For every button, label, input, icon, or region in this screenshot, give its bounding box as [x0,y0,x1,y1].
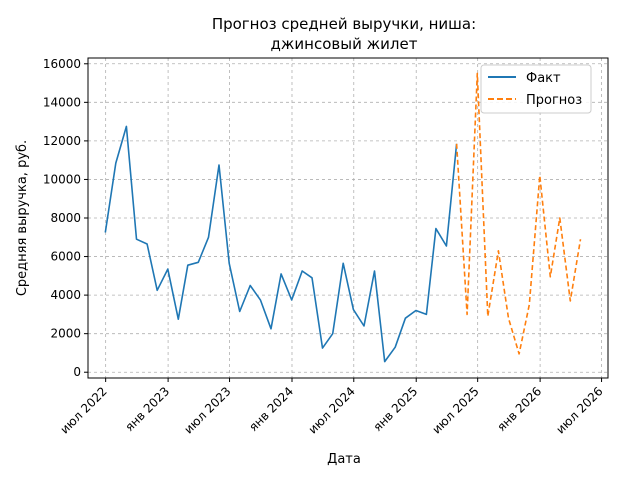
x-axis: июл 2022 янв 2023 июл 2023 янв 2024 июл 2024… [57,378,606,437]
series-line-fact [104,125,458,363]
y-tick-label: 2000 [50,327,81,341]
y-tick-label: 4000 [50,288,81,302]
x-tick-label: июл 2026 [553,384,605,436]
x-tick-label: июл 2022 [57,384,109,436]
x-tick-label: янв 2023 [122,384,172,434]
y-axis: 0 2000 4000 6000 8000 10000 12000 14000 16000 [43,57,88,379]
y-tick-label: 10000 [43,172,81,186]
legend-label-forecast: Прогноз [526,93,582,108]
x-tick-label: июл 2025 [430,384,482,436]
y-tick-label: 8000 [50,211,81,225]
legend: Факт Прогноз [480,64,592,114]
y-tick-label: 16000 [43,57,81,71]
x-axis-label: Дата [327,452,361,467]
chart-title-line-1: Прогноз средней выручки, ниша: [212,15,476,33]
x-tick-label: янв 2026 [494,384,544,434]
series-layer [104,72,582,363]
x-tick-label: янв 2025 [370,384,420,434]
y-tick-label: 6000 [50,250,81,264]
y-tick-label: 14000 [43,95,81,109]
x-tick-label: янв 2024 [246,384,296,434]
y-axis-label: Средняя выручка, руб. [15,140,30,296]
legend-label-fact: Факт [526,71,561,86]
x-tick-label: июл 2023 [181,384,233,436]
y-tick-label: 12000 [43,134,81,148]
y-tick-label: 0 [73,365,81,379]
chart-title-line-2: джинсовый жилет [271,35,418,53]
grid [88,58,608,378]
x-tick-label: июл 2024 [306,384,358,436]
series-line-forecast [455,72,582,355]
